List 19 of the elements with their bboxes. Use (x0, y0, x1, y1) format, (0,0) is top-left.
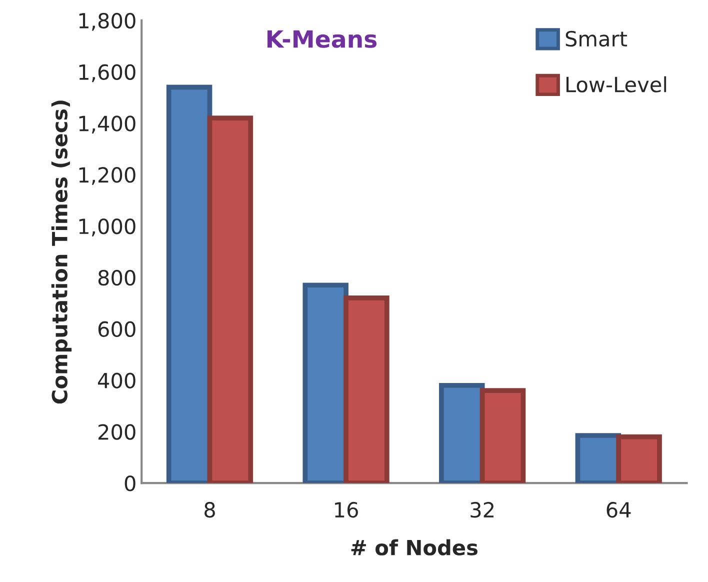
x-tick-label: 16 (335, 502, 358, 518)
x-axis-title: # of Nodes (351, 539, 478, 556)
y-tick-label: 1,400 (79, 116, 136, 134)
legend-label: Low-Level (566, 76, 666, 92)
x-tick-label: 32 (470, 502, 494, 518)
x-tick-label: 8 (204, 502, 215, 518)
y-tick-label: 400 (98, 372, 136, 388)
y-axis-title: Computation Times (secs) (51, 100, 72, 404)
y-tick-label: 1,600 (79, 64, 136, 82)
y-tick-label: 0 (124, 476, 136, 492)
y-tick-label: 1,200 (79, 167, 136, 185)
y-tick-label: 800 (98, 270, 136, 286)
y-tick-label: 1,800 (79, 12, 136, 31)
chart-title: K-Means (268, 30, 377, 48)
legend-label: Smart (566, 30, 627, 47)
y-tick-label: 1,000 (79, 218, 136, 236)
y-tick-label: 200 (98, 424, 136, 440)
x-tick-label: 64 (606, 502, 631, 518)
y-tick-label: 600 (98, 321, 136, 338)
